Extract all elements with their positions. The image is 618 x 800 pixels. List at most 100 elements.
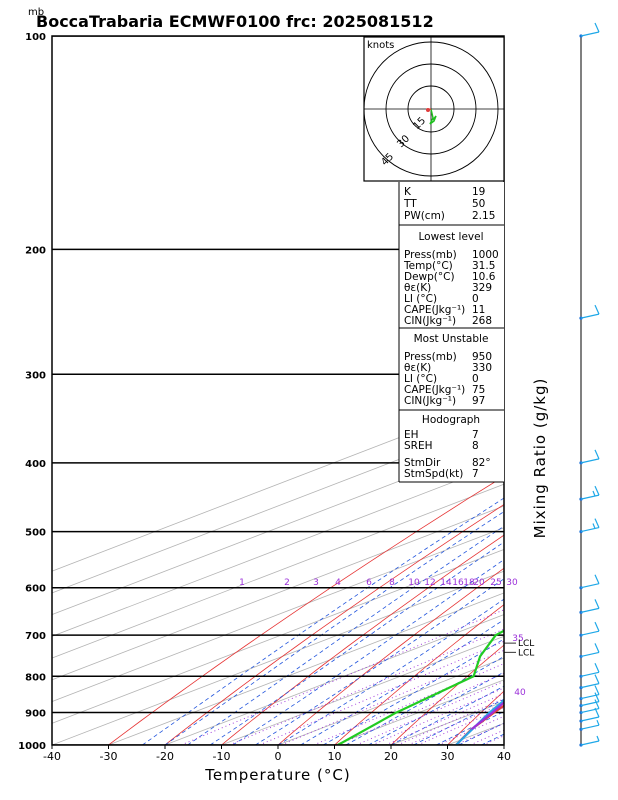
y-tick-label: 1000 xyxy=(18,741,46,752)
wind-barb xyxy=(580,304,600,319)
lowest-thetae-value: 329 xyxy=(472,282,492,294)
x-tick-label: -40 xyxy=(43,750,61,763)
mixing-ratio-axis-title: Mixing Ratio (g/kg) xyxy=(531,378,549,539)
moist-adiabat-line xyxy=(368,671,504,745)
mixing-ratio-label: 8 xyxy=(389,578,395,588)
sreh-value: 8 xyxy=(472,440,479,452)
mixing-ratio-label: 16 xyxy=(452,578,464,588)
mu-thetae-value: 330 xyxy=(472,362,492,374)
sreh-label: SREH xyxy=(404,440,433,452)
wind-level-dot xyxy=(579,696,583,701)
wind-barb-flag xyxy=(594,22,600,33)
index-value-tt: 50 xyxy=(472,198,485,210)
lcl-label: LCL xyxy=(518,639,534,649)
wind-barb xyxy=(580,735,600,746)
wind-barb-flag xyxy=(594,685,600,695)
x-tick-label: 10 xyxy=(328,750,342,763)
wind-barb xyxy=(580,663,600,677)
wind-barb-flag xyxy=(594,707,600,718)
hodograph-ring-15 xyxy=(407,85,455,133)
mu-press-label: Press(mb) xyxy=(404,351,457,363)
wind-barb-flag xyxy=(594,643,600,653)
y-tick-label: 500 xyxy=(25,528,46,539)
wind-barb xyxy=(580,621,600,636)
lowest-temp-value: 31.5 xyxy=(472,260,495,272)
wind-barb xyxy=(580,707,600,722)
mixing-ratio-label: 20 xyxy=(473,578,485,588)
y-tick-label: 300 xyxy=(25,370,46,381)
x-tick-label: 40 xyxy=(497,750,511,763)
eh-label: EH xyxy=(404,429,419,441)
mu-press-value: 950 xyxy=(472,351,492,363)
wind-barb-flag xyxy=(594,485,600,496)
hodograph-units-label: knots xyxy=(367,40,394,51)
wind-barb xyxy=(580,22,600,37)
lowest-cape-label: CAPE(Jkg⁻¹) xyxy=(404,304,465,316)
wind-barb-shaft xyxy=(580,313,600,319)
wind-barb-flag xyxy=(594,518,600,528)
mixing-ratio-label: 6 xyxy=(366,578,372,588)
wind-barb xyxy=(580,485,600,500)
wind-barb-flag xyxy=(594,663,600,673)
mixing-ratio-label: 18 xyxy=(463,578,475,588)
isotherm-line xyxy=(52,483,504,659)
wind-barb-shaft xyxy=(580,583,600,589)
wind-barb-flag xyxy=(594,692,600,702)
y-tick-label: 400 xyxy=(25,459,46,470)
wind-barb xyxy=(580,719,600,730)
mixing-ratio-label: 1 xyxy=(239,578,245,588)
mu-cin-label: CIN(Jkg⁻¹) xyxy=(404,395,456,407)
isotherm-line xyxy=(52,462,504,637)
indices-panel-background xyxy=(399,182,504,482)
wind-barb-shaft xyxy=(580,607,600,613)
wind-barb-flag xyxy=(594,699,600,709)
index-label-pw: PW(cm) xyxy=(404,210,445,222)
y-tick-label: 700 xyxy=(25,631,46,642)
mixing-ratio-label: 2 xyxy=(284,578,290,588)
mu-thetae-label: θε(K) xyxy=(404,362,431,374)
moist-adiabat-line xyxy=(232,559,504,745)
mu-cape-label: CAPE(Jkg⁻¹) xyxy=(404,384,465,396)
lowest-temp-label: Temp(°C) xyxy=(403,260,453,272)
mixing-ratio-label: 35 xyxy=(512,634,523,644)
isotherm-line xyxy=(108,592,504,745)
wind-barb-shaft xyxy=(580,630,600,636)
wind-barb xyxy=(580,449,600,464)
wind-barb-half-flag xyxy=(592,523,596,529)
moist-adiabat-line xyxy=(503,744,504,745)
wind-barb xyxy=(580,518,600,533)
isotherm-line xyxy=(52,527,504,702)
wind-profile xyxy=(579,22,600,747)
lowest-li-value: 0 xyxy=(472,293,479,305)
wind-barb-shaft xyxy=(580,31,600,37)
wind-level-dot xyxy=(579,704,583,708)
wind-barb-shaft xyxy=(580,671,600,677)
index-value-k: 19 xyxy=(472,186,485,198)
stmdir-value: 82° xyxy=(472,457,491,469)
hodograph: knots 15 30 45 xyxy=(363,36,505,182)
index-label-tt: TT xyxy=(403,198,417,210)
wind-barb-shaft xyxy=(580,651,600,658)
lowest-level-header: Lowest level xyxy=(418,231,483,243)
dewpoint-profile xyxy=(337,629,504,745)
mixing-ratio-label: 14 xyxy=(440,578,452,588)
hodograph-ring-45 xyxy=(363,41,499,177)
lowest-thetae-label: θε(K) xyxy=(404,282,431,294)
isotherm-line xyxy=(164,614,504,745)
isotherm-line xyxy=(52,505,504,681)
wind-barb-shaft xyxy=(580,683,600,689)
wind-barb-half-flag xyxy=(592,490,596,497)
indices-panel: K 19 TT 50 PW(cm) 2.15 Lowest level Pres… xyxy=(398,182,504,483)
mu-li-value: 0 xyxy=(472,373,479,385)
hodograph-info-header: Hodograph xyxy=(422,414,480,426)
mixing-ratio-label: 40 xyxy=(514,688,526,698)
wind-barb-flag xyxy=(594,449,600,460)
lowest-li-label: LI (°C) xyxy=(404,293,437,305)
x-tick-label: 0 xyxy=(275,750,282,763)
wind-barb-flag xyxy=(594,674,600,684)
wind-barb-flag xyxy=(594,574,600,584)
most-unstable-header: Most Unstable xyxy=(414,333,489,345)
lowest-press-label: Press(mb) xyxy=(404,249,457,261)
moist-adiabat-line xyxy=(277,598,504,745)
wind-barb-flag xyxy=(594,599,600,609)
